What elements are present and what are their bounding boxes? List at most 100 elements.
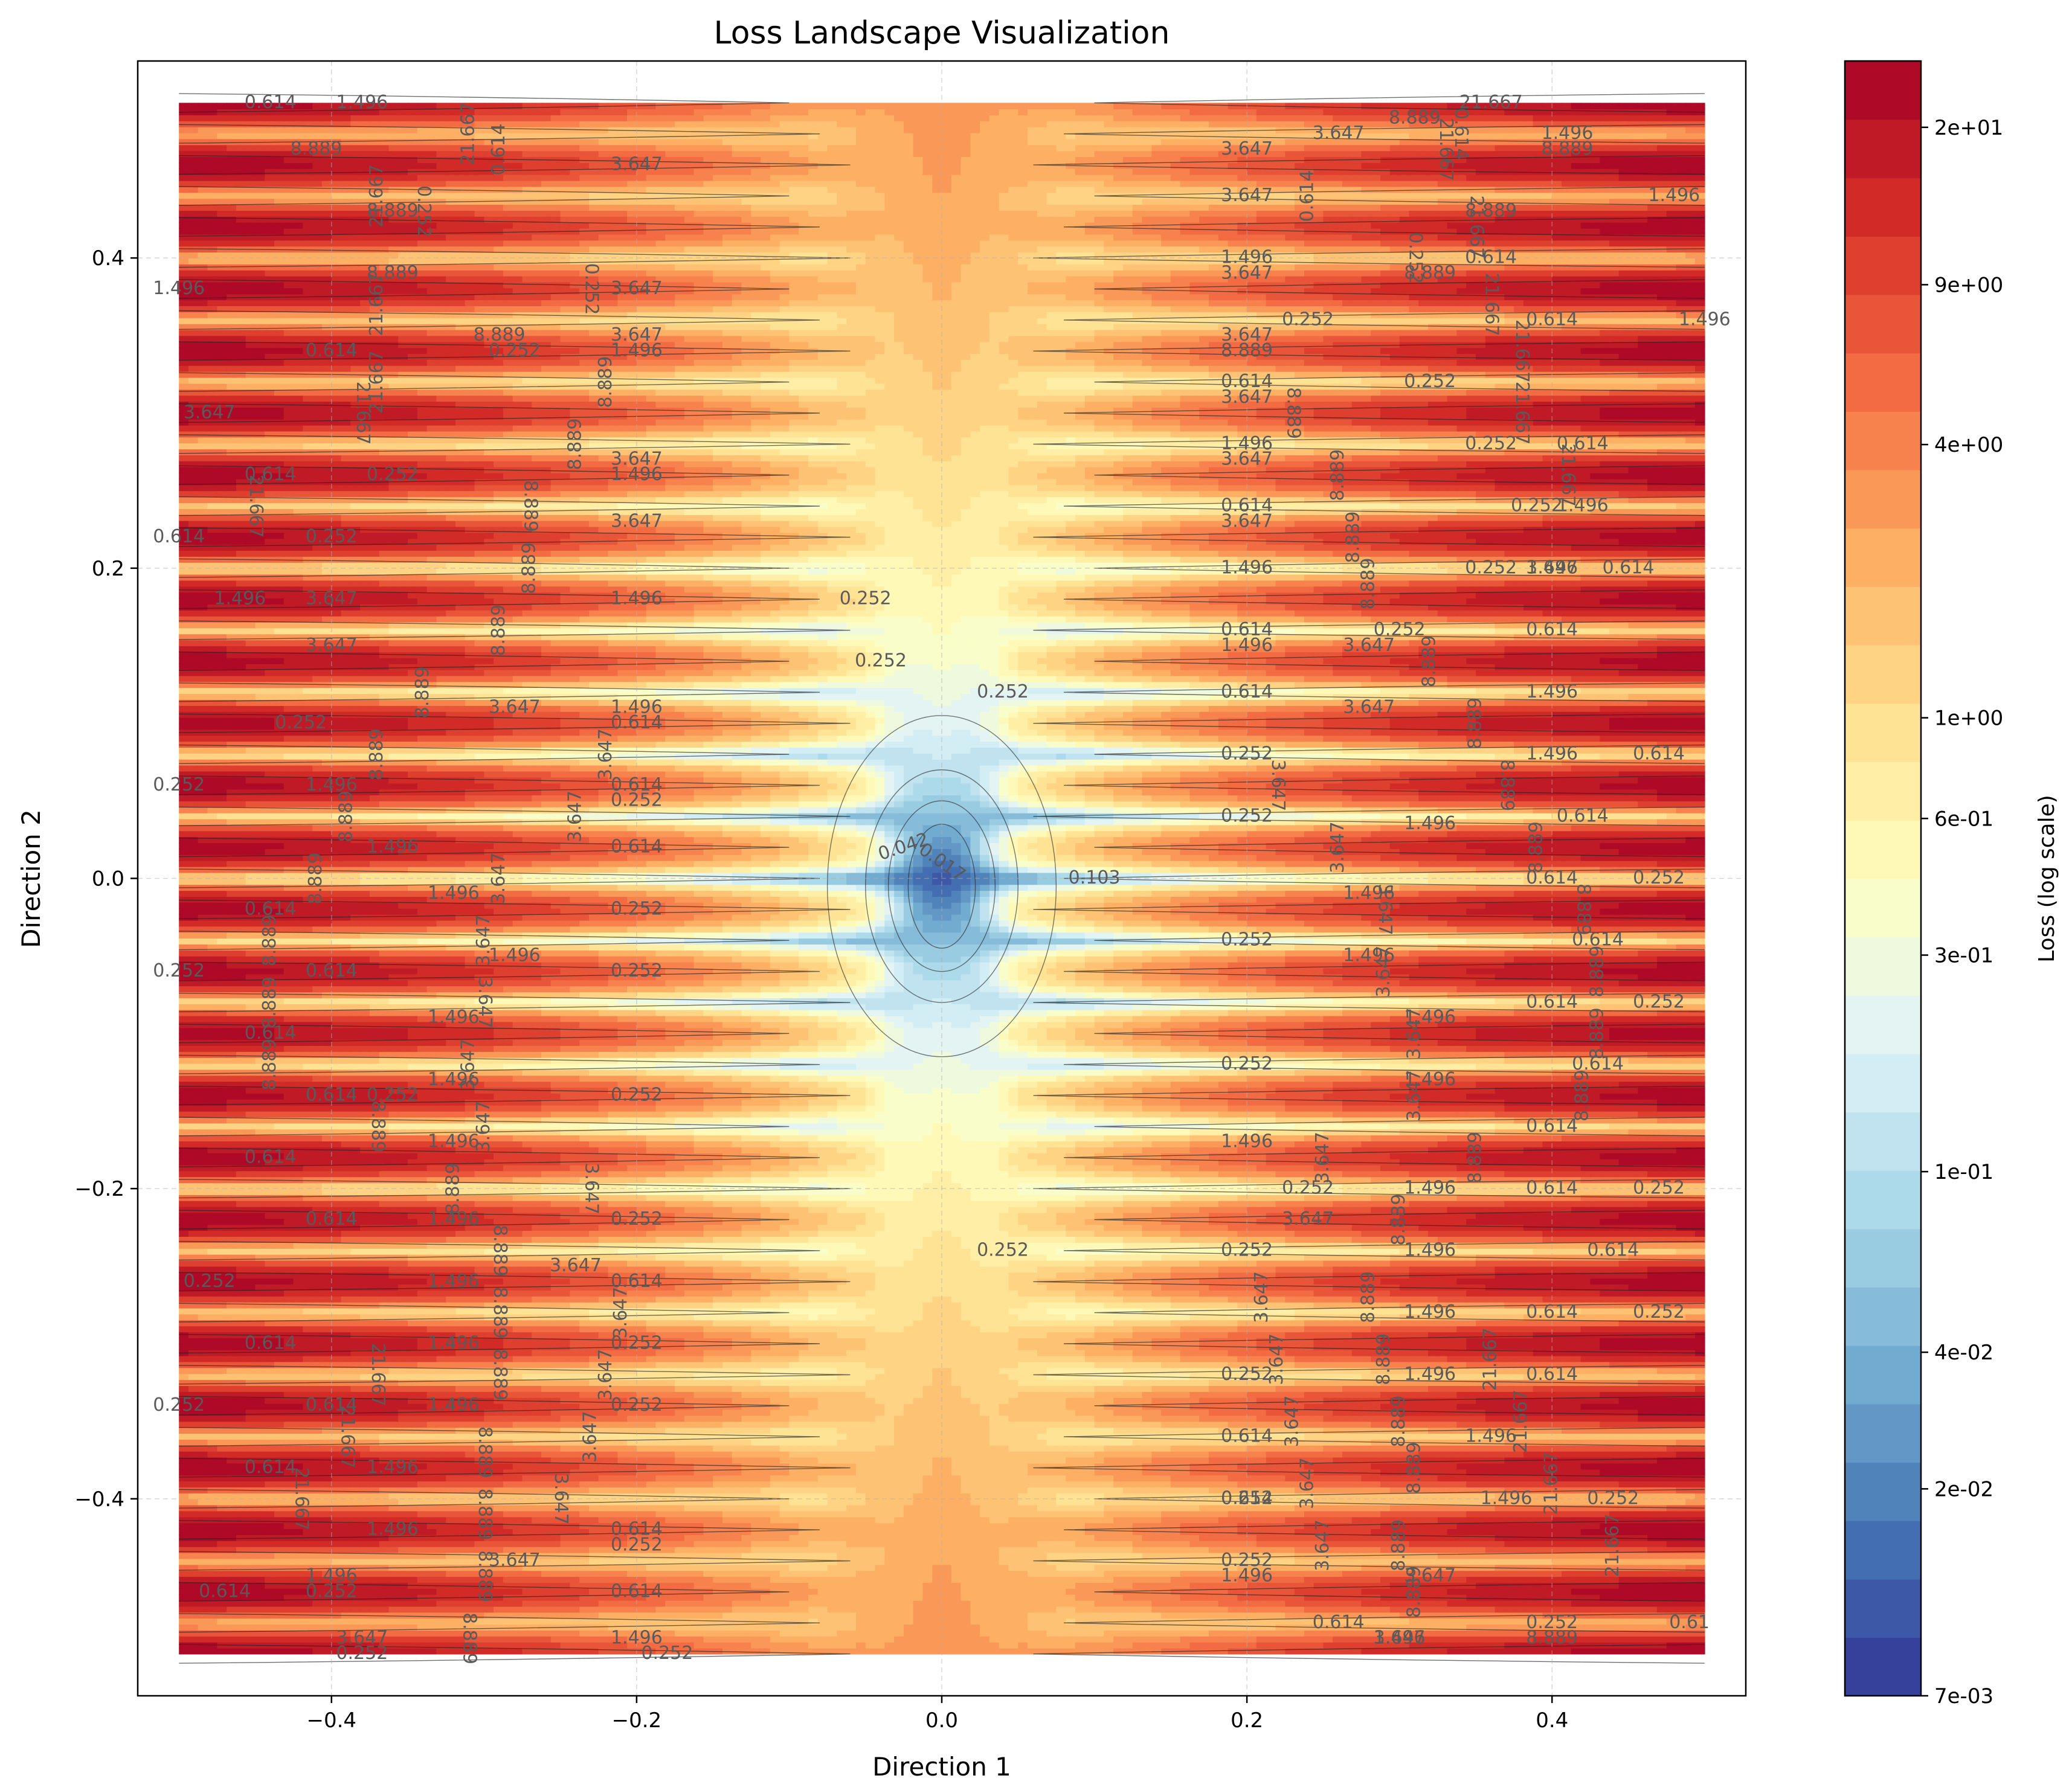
heatmap-cell <box>1218 1594 1229 1601</box>
heatmap-cell <box>599 1606 609 1613</box>
heatmap-cell <box>1362 1469 1372 1475</box>
heatmap-cell <box>1428 1630 1438 1637</box>
heatmap-cell <box>436 1648 446 1655</box>
heatmap-cell <box>1495 1517 1505 1524</box>
heatmap-cell <box>1495 1481 1505 1487</box>
heatmap-cell <box>179 1642 189 1649</box>
heatmap-cell <box>751 1487 761 1493</box>
heatmap-cell <box>1438 1493 1448 1500</box>
heatmap-cell <box>446 1624 456 1631</box>
heatmap-cell <box>989 1487 1000 1493</box>
heatmap-cell <box>561 1636 571 1643</box>
heatmap-cell <box>1581 1570 1591 1577</box>
heatmap-cell <box>951 1594 962 1601</box>
heatmap-cell <box>1638 1517 1648 1524</box>
heatmap-cell <box>1037 1559 1047 1565</box>
heatmap-cell <box>1676 1511 1687 1518</box>
heatmap-cell <box>1428 1541 1438 1547</box>
heatmap-cell <box>1113 1612 1124 1619</box>
heatmap-cell <box>713 1475 723 1481</box>
heatmap-cell <box>780 1582 790 1589</box>
heatmap-cell <box>932 1570 942 1577</box>
heatmap-cell <box>1295 1570 1305 1577</box>
heatmap-cell <box>1667 1594 1677 1601</box>
heatmap-cell <box>1189 1636 1200 1643</box>
heatmap-cell <box>1418 1648 1429 1655</box>
heatmap-cell <box>665 1541 675 1547</box>
heatmap-cell <box>675 1493 685 1500</box>
heatmap-cell <box>294 1606 304 1613</box>
heatmap-cell <box>1075 1565 1086 1571</box>
heatmap-cell <box>1189 1493 1200 1500</box>
heatmap-cell <box>732 1600 742 1607</box>
heatmap-cell <box>1085 1594 1095 1601</box>
heatmap-cell <box>856 1624 866 1631</box>
heatmap-cell <box>455 1576 466 1583</box>
heatmap-cell <box>894 1481 904 1487</box>
heatmap-cell <box>1113 1582 1124 1589</box>
heatmap-cell <box>589 1606 599 1613</box>
heatmap-cell <box>951 1582 962 1589</box>
heatmap-cell <box>1685 1642 1696 1649</box>
heatmap-cell <box>398 1618 408 1625</box>
heatmap-cell <box>1504 1636 1514 1643</box>
heatmap-cell <box>1380 1469 1391 1475</box>
heatmap-cell <box>942 1648 952 1655</box>
heatmap-cell <box>256 1541 266 1547</box>
heatmap-cell <box>1056 1612 1066 1619</box>
heatmap-cell <box>932 1547 942 1553</box>
heatmap-cell <box>1638 1606 1648 1613</box>
heatmap-cell <box>1276 1547 1286 1553</box>
heatmap-cell <box>1695 1529 1705 1535</box>
heatmap-cell <box>551 1535 561 1541</box>
heatmap-cell <box>217 1570 227 1577</box>
heatmap-cell <box>837 1505 847 1512</box>
heatmap-cell <box>408 1630 418 1637</box>
heatmap-cell <box>1009 1594 1019 1601</box>
heatmap-cell <box>1333 1469 1343 1475</box>
heatmap-cell <box>789 1612 799 1619</box>
heatmap-cell <box>1276 1475 1286 1481</box>
heatmap-cell <box>1304 1636 1314 1643</box>
heatmap-cell <box>599 1570 609 1577</box>
heatmap-cell <box>837 1517 847 1524</box>
heatmap-cell <box>922 1618 933 1625</box>
heatmap-cell <box>904 1553 914 1559</box>
heatmap-cell <box>379 1588 390 1595</box>
heatmap-cell <box>1352 1517 1362 1524</box>
heatmap-cell <box>1133 1565 1143 1571</box>
heatmap-cell <box>1037 1469 1047 1475</box>
heatmap-cell <box>904 1535 914 1541</box>
heatmap-cell <box>828 1553 838 1559</box>
heatmap-cell <box>780 1481 790 1487</box>
heatmap-cell <box>1362 1547 1372 1553</box>
heatmap-cell <box>894 1522 904 1529</box>
heatmap-cell <box>236 1570 246 1577</box>
heatmap-cell <box>494 1624 504 1631</box>
heatmap-cell <box>561 1612 571 1619</box>
heatmap-cell <box>770 1630 780 1637</box>
heatmap-cell <box>1629 1624 1639 1631</box>
heatmap-cell <box>179 1612 189 1619</box>
heatmap-cell <box>1667 1535 1677 1541</box>
heatmap-cell <box>828 1582 838 1589</box>
heatmap-cell <box>523 1541 533 1547</box>
heatmap-cell <box>1323 1576 1333 1583</box>
heatmap-cell <box>989 1618 1000 1625</box>
heatmap-cell <box>1047 1517 1057 1524</box>
heatmap-cell <box>1504 1618 1514 1625</box>
heatmap-cell <box>589 1493 599 1500</box>
heatmap-cell <box>1657 1594 1667 1601</box>
heatmap-cell <box>846 1582 857 1589</box>
heatmap-cell <box>1123 1606 1133 1613</box>
heatmap-cell <box>913 1487 924 1493</box>
heatmap-cell <box>970 1535 980 1541</box>
heatmap-cell <box>980 1511 990 1518</box>
heatmap-cell <box>1647 1522 1658 1529</box>
heatmap-cell <box>922 1630 933 1637</box>
heatmap-cell <box>951 1630 962 1637</box>
heatmap-cell <box>1276 1648 1286 1655</box>
heatmap-cell <box>1047 1630 1057 1637</box>
heatmap-cell <box>1428 1624 1438 1631</box>
heatmap-cell <box>694 1582 704 1589</box>
